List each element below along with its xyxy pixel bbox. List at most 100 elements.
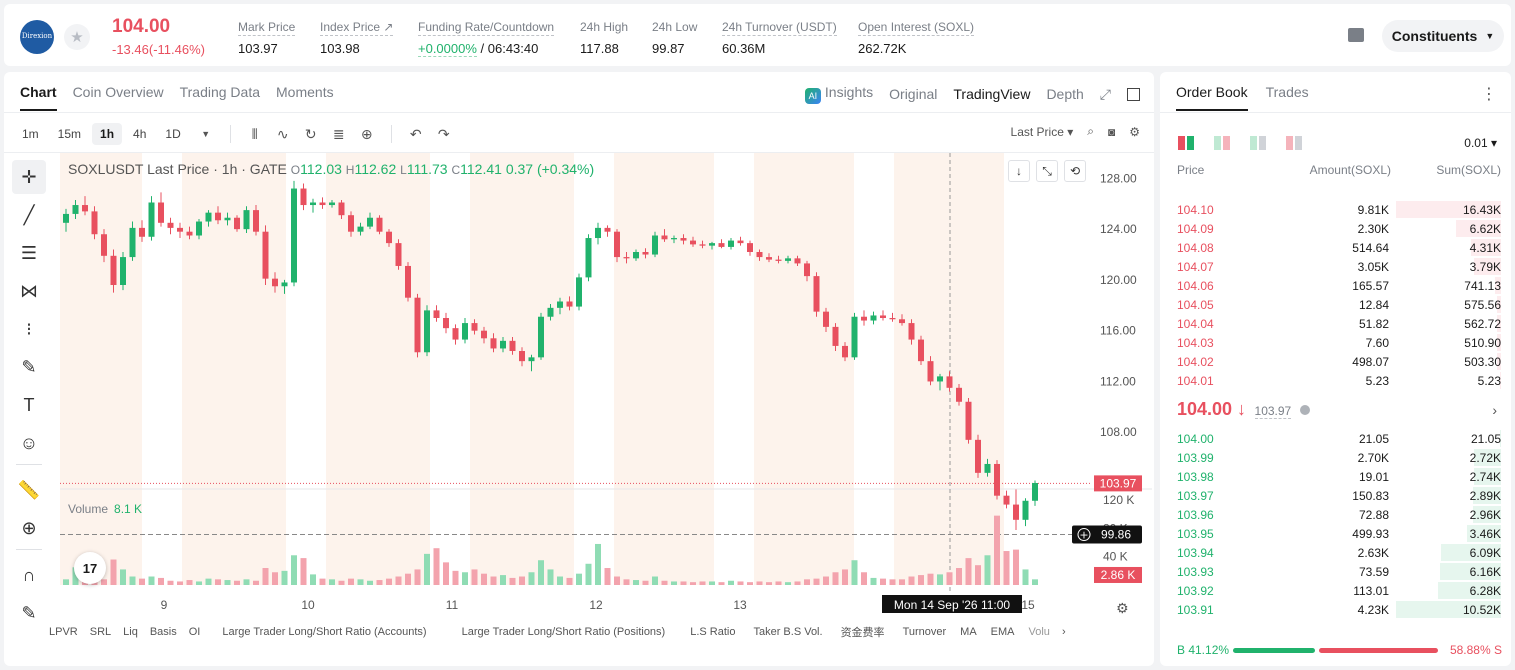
text-tool-icon[interactable]: T [23, 394, 35, 415]
bid-row[interactable]: 103.93 73.59 6.16K [1160, 562, 1511, 581]
view-bids-icon[interactable] [1250, 136, 1266, 150]
bid-row[interactable]: 103.97 150.83 2.89K [1160, 486, 1511, 505]
tab-moments[interactable]: Moments [276, 84, 334, 100]
candle-body [908, 323, 915, 340]
indicator-volume[interactable]: Volu [1028, 626, 1050, 638]
tab-trades[interactable]: Trades [1265, 84, 1309, 100]
refresh-icon[interactable]: ↻ [304, 125, 317, 142]
add-alert-icon[interactable]: ⊕ [360, 125, 373, 142]
ask-row[interactable]: 104.03 7.60 510.90 [1160, 333, 1511, 352]
candlestick-chart[interactable]: 128.00 124.00 120.00 116.00 112.00 108.00 120 … [60, 153, 1152, 613]
row-price: 104.00 [1177, 432, 1214, 446]
brush-icon[interactable]: ✎ [21, 356, 37, 377]
chart-settings-icon[interactable]: ⚙ [1116, 600, 1129, 616]
tradingview-logo[interactable]: 17 [74, 552, 106, 584]
favorite-star-icon[interactable]: ★ [64, 24, 90, 50]
tab-coin-overview[interactable]: Coin Overview [72, 84, 164, 100]
indicator-lt-ls-accounts[interactable]: Large Trader Long/Short Ratio (Accounts) [222, 626, 427, 638]
emoji-icon[interactable]: ☺ [19, 432, 39, 453]
magnet-icon[interactable]: ∩ [22, 564, 36, 585]
indicator-lpvr[interactable]: LPVR [49, 626, 78, 638]
indicator-ema[interactable]: EMA [990, 626, 1015, 638]
camera-icon[interactable]: ◙ [1107, 124, 1116, 139]
view-original[interactable]: Original [889, 86, 938, 102]
chevron-right-icon[interactable]: › [1061, 626, 1066, 638]
indicator-liq[interactable]: Liq [123, 626, 138, 638]
tab-chart[interactable]: Chart [20, 84, 57, 111]
settings-icon[interactable]: ⚙ [1129, 124, 1140, 139]
precision-select[interactable]: 0.01 ▾ [1464, 136, 1497, 150]
timeframe-1h[interactable]: 1h [92, 123, 123, 145]
constituents-button[interactable]: Constituents ▼ [1382, 20, 1504, 52]
candle-body [918, 339, 924, 362]
indicator-taker-bs[interactable]: Taker B.S Vol. [753, 626, 823, 638]
guide-book-icon[interactable] [1348, 28, 1364, 42]
bid-row[interactable]: 103.96 72.88 2.96K [1160, 505, 1511, 524]
indicator-oi[interactable]: OI [188, 626, 201, 638]
bid-row[interactable]: 104.00 21.05 21.05 [1160, 429, 1511, 448]
ask-row[interactable]: 104.10 9.81K 16.43K [1160, 200, 1511, 219]
more-options-icon[interactable]: ⋮ [1481, 86, 1497, 103]
timeframe-4h[interactable]: 4h [133, 127, 147, 141]
ask-row[interactable]: 104.01 5.23 5.23 [1160, 371, 1511, 390]
ask-row[interactable]: 104.08 514.64 4.31K [1160, 238, 1511, 257]
search-icon[interactable]: ⌕ [1087, 124, 1094, 138]
indicator-basis[interactable]: Basis [149, 626, 177, 638]
view-trades-icon[interactable] [1286, 136, 1302, 150]
redo-icon[interactable]: ↷ [437, 125, 450, 142]
timeframe-dropdown-icon[interactable]: ▼ [201, 129, 211, 139]
volume-bar [965, 558, 972, 585]
candle-body [946, 376, 953, 388]
prediction-icon[interactable]: ⁝ [26, 318, 32, 339]
crosshair-icon[interactable]: ✛ [12, 160, 46, 194]
indicator-funding-rate[interactable]: 资金费率 [840, 627, 885, 639]
ruler-icon[interactable]: 📏 [17, 479, 41, 500]
indicator-ma[interactable]: MA [960, 626, 977, 638]
ask-row[interactable]: 104.05 12.84 575.56 [1160, 295, 1511, 314]
templates-icon[interactable]: ≣ [332, 125, 345, 142]
view-asks-icon[interactable] [1214, 136, 1230, 150]
collapse-icon[interactable]: ⤡ [1036, 160, 1058, 182]
bid-row[interactable]: 103.98 19.01 2.74K [1160, 467, 1511, 486]
view-tradingview[interactable]: TradingView [953, 86, 1031, 102]
timeframe-1d[interactable]: 1D [165, 127, 181, 141]
indicator-srl[interactable]: SRL [89, 626, 112, 638]
ask-row[interactable]: 104.04 51.82 562.72 [1160, 314, 1511, 333]
fullscreen-icon[interactable] [1127, 87, 1140, 101]
trend-line-icon[interactable]: ╱ [23, 204, 35, 225]
bid-row[interactable]: 103.92 113.01 6.28K [1160, 581, 1511, 600]
price-source-select[interactable]: Last Price ▾ [1010, 124, 1074, 139]
insights-button[interactable]: AI Insights [804, 84, 873, 104]
depth-bar [1472, 506, 1501, 523]
lock-drawing-icon[interactable]: ✎ [21, 602, 37, 623]
timeframe-1m[interactable]: 1m [22, 127, 39, 141]
pattern-icon[interactable]: ⋈ [20, 280, 38, 301]
bid-row[interactable]: 103.94 2.63K 6.09K [1160, 543, 1511, 562]
view-both-icon[interactable] [1178, 136, 1194, 150]
reset-chart-icon[interactable]: ⟲ [1064, 160, 1086, 182]
tab-trading-data[interactable]: Trading Data [179, 84, 261, 100]
ask-row[interactable]: 104.07 3.05K 3.79K [1160, 257, 1511, 276]
bid-row[interactable]: 103.99 2.70K 2.72K [1160, 448, 1511, 467]
scroll-to-latest-icon[interactable]: ↓ [1008, 160, 1030, 182]
ask-row[interactable]: 104.06 165.57 741.13 [1160, 276, 1511, 295]
indicator-ls-ratio[interactable]: L.S Ratio [690, 626, 736, 638]
expand-icon[interactable]: ⤢ [1099, 85, 1111, 102]
mid-price-row[interactable]: 104.00 ↓ 103.97 › [1177, 399, 1497, 423]
ask-row[interactable]: 104.09 2.30K 6.62K [1160, 219, 1511, 238]
chevron-right-icon[interactable]: › [1492, 402, 1497, 418]
fib-lines-icon[interactable]: ☰ [20, 242, 38, 263]
bid-row[interactable]: 103.91 4.23K 10.52K [1160, 600, 1511, 619]
indicator-turnover[interactable]: Turnover [902, 626, 947, 638]
indicator-lt-ls-positions[interactable]: Large Trader Long/Short Ratio (Positions… [461, 626, 666, 638]
timeframe-15m[interactable]: 15m [57, 127, 82, 141]
zoom-in-icon[interactable]: ⊕ [21, 517, 37, 538]
undo-icon[interactable]: ↶ [409, 125, 422, 142]
stat-index-price[interactable]: Index Price ↗ 103.98 [320, 20, 394, 56]
indicators-icon[interactable]: ∿ [276, 125, 289, 142]
tab-order-book[interactable]: Order Book [1176, 84, 1248, 111]
ask-row[interactable]: 104.02 498.07 503.30 [1160, 352, 1511, 371]
view-depth[interactable]: Depth [1046, 86, 1084, 102]
bid-row[interactable]: 103.95 499.93 3.46K [1160, 524, 1511, 543]
candle-type-icon[interactable]: ⫴ [251, 125, 258, 142]
